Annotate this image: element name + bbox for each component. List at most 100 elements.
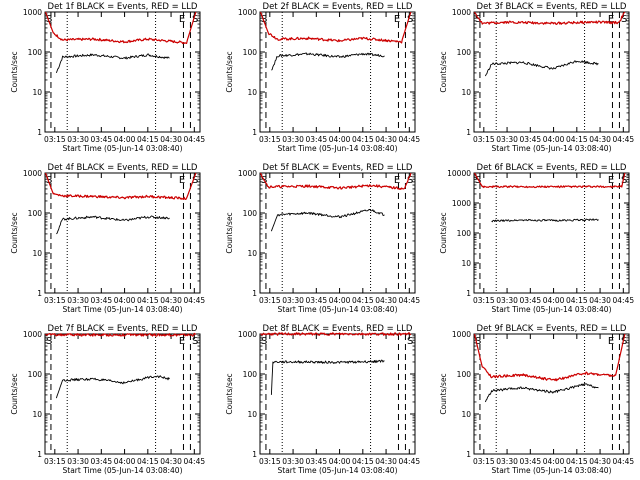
x-tick-label: 03:15	[473, 135, 495, 144]
lld-series-line	[473, 11, 626, 25]
y-tick-label: 100	[243, 209, 258, 218]
marker-s-right: S	[407, 14, 413, 25]
x-tick-label: 04:45	[184, 457, 206, 466]
x-tick-label: 04:45	[399, 135, 421, 144]
x-tick-label: 04:15	[566, 457, 588, 466]
marker-s-left: S	[46, 336, 52, 347]
x-tick-label: 04:45	[613, 135, 635, 144]
x-tick-label: 03:45	[91, 457, 113, 466]
x-tick-label: 04:15	[137, 457, 159, 466]
x-axis-label: Start Time (05-Jun-14 03:08:40)	[278, 466, 398, 475]
y-tick-label: 10	[461, 410, 471, 419]
chart-title: Det 1f BLACK = Events, RED = LLD	[48, 2, 198, 12]
y-tick-label: 10	[32, 88, 42, 97]
y-tick-label: 1000	[238, 8, 257, 17]
y-tick-label: 100	[457, 370, 472, 379]
x-tick-label: 04:00	[543, 296, 565, 305]
x-tick-label: 04:00	[114, 296, 136, 305]
marker-s-right: S	[621, 336, 627, 347]
marker-s-right: S	[407, 175, 413, 186]
x-tick-label: 03:45	[91, 296, 113, 305]
plot-frame	[44, 333, 201, 455]
chart-panel-2: Det 2f BLACK = Events, RED = LLD 1 10 100 10…	[225, 2, 420, 153]
y-tick-label: 100	[28, 48, 43, 57]
x-axis-label: Start Time (05-Jun-14 03:08:40)	[492, 144, 612, 153]
x-tick-label: 04:15	[352, 457, 374, 466]
y-tick-label: 100	[243, 370, 258, 379]
marker-s-left: S	[261, 14, 267, 25]
events-series-line	[271, 52, 385, 71]
events-series-line	[484, 383, 599, 403]
x-tick-label: 03:45	[520, 135, 542, 144]
x-tick-label: 03:30	[67, 296, 89, 305]
y-tick-label: 10000	[447, 169, 471, 178]
marker-s-left: S	[475, 14, 481, 25]
marker-e: E	[179, 175, 185, 186]
x-tick-label: 03:30	[496, 457, 518, 466]
y-tick-label: 1	[252, 450, 257, 459]
x-tick-label: 04:30	[375, 296, 397, 305]
chart-panel-4: Det 4f BLACK = Events, RED = LLD 1 10 100 10…	[10, 163, 205, 314]
y-tick-label: 1000	[238, 330, 257, 339]
plot-frame	[259, 172, 416, 294]
y-tick-label: 10	[461, 88, 471, 97]
y-axis-label: Counts/sec	[225, 212, 234, 253]
lld-series-line	[44, 172, 197, 200]
y-tick-label: 10	[32, 249, 42, 258]
chart-panel-8: Det 8f BLACK = Events, RED = LLD 1 10 100 10…	[225, 324, 420, 475]
events-series-line	[55, 53, 170, 74]
y-tick-label: 1	[252, 289, 257, 298]
y-axis-label: Counts/sec	[10, 212, 19, 253]
x-tick-label: 04:00	[329, 296, 351, 305]
y-tick-label: 1	[466, 450, 471, 459]
y-axis-label: Counts/sec	[10, 51, 19, 92]
x-tick-label: 04:30	[160, 296, 182, 305]
y-tick-label: 100	[457, 48, 472, 57]
x-tick-label: 04:00	[329, 457, 351, 466]
lld-series-line	[473, 333, 626, 382]
events-series-line	[55, 375, 170, 399]
x-tick-label: 04:00	[114, 135, 136, 144]
y-tick-label: 100	[28, 370, 43, 379]
lld-series-line	[259, 172, 412, 190]
y-tick-label: 1000	[23, 330, 42, 339]
x-tick-label: 04:00	[543, 135, 565, 144]
plot-frame	[473, 11, 630, 133]
plot-frame	[473, 333, 630, 455]
y-tick-label: 1	[466, 128, 471, 137]
lld-series-line	[44, 11, 197, 45]
x-axis-label: Start Time (05-Jun-14 03:08:40)	[278, 144, 398, 153]
y-tick-label: 1000	[23, 169, 42, 178]
marker-e: E	[608, 175, 614, 186]
chart-title: Det 8f BLACK = Events, RED = LLD	[263, 324, 413, 334]
chart-title: Det 7f BLACK = Events, RED = LLD	[48, 324, 198, 334]
x-tick-label: 04:45	[613, 296, 635, 305]
x-tick-label: 03:15	[44, 135, 66, 144]
chart-title: Det 5f BLACK = Events, RED = LLD	[263, 163, 413, 173]
plot-frame	[44, 172, 201, 294]
y-tick-label: 1000	[452, 330, 471, 339]
x-tick-label: 04:30	[375, 135, 397, 144]
x-tick-label: 03:30	[496, 296, 518, 305]
marker-s-right: S	[192, 175, 198, 186]
x-axis-label: Start Time (05-Jun-14 03:08:40)	[63, 466, 183, 475]
lld-series-line	[45, 332, 196, 337]
x-tick-label: 03:45	[520, 457, 542, 466]
y-tick-label: 1	[37, 128, 42, 137]
x-tick-label: 03:15	[473, 296, 495, 305]
y-tick-label: 10	[32, 410, 42, 419]
x-tick-label: 04:45	[184, 296, 206, 305]
x-axis-label: Start Time (05-Jun-14 03:08:40)	[492, 466, 612, 475]
y-axis-label: Counts/sec	[439, 212, 448, 253]
lld-series-line	[260, 332, 412, 336]
events-series-line	[484, 60, 599, 77]
chart-title: Det 9f BLACK = Events, RED = LLD	[477, 324, 627, 334]
x-axis-label: Start Time (05-Jun-14 03:08:40)	[63, 305, 183, 314]
x-tick-label: 04:00	[543, 457, 565, 466]
x-tick-label: 04:45	[399, 296, 421, 305]
y-tick-label: 10	[247, 249, 257, 258]
x-tick-label: 03:15	[473, 457, 495, 466]
events-series-line	[56, 215, 170, 235]
x-tick-label: 04:00	[114, 457, 136, 466]
